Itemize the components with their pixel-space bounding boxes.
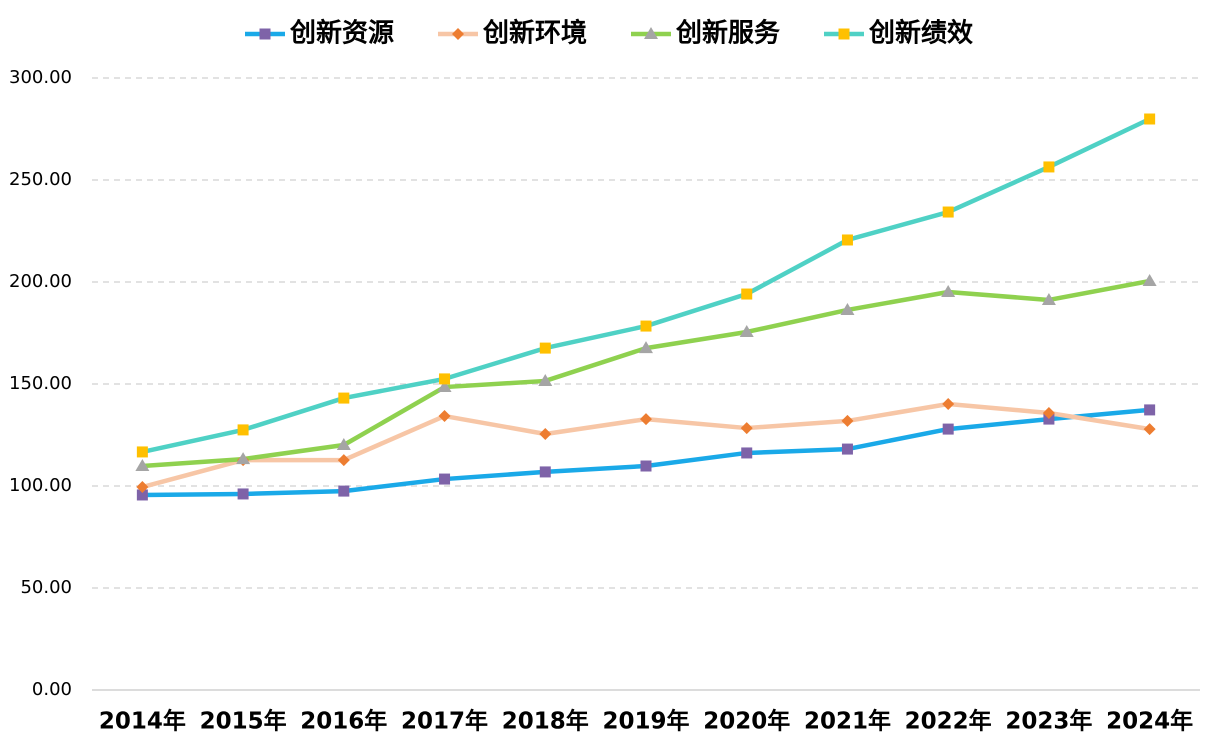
legend-label: 创新环境 bbox=[482, 18, 587, 49]
legend-marker bbox=[644, 27, 658, 39]
legend-marker bbox=[259, 28, 271, 40]
data-point bbox=[539, 466, 551, 478]
y-tick-label: 250.00 bbox=[9, 169, 72, 190]
data-point bbox=[135, 459, 150, 472]
data-point bbox=[1142, 273, 1157, 286]
data-point bbox=[337, 454, 350, 467]
data-point bbox=[740, 422, 753, 435]
data-point bbox=[136, 446, 148, 458]
data-point bbox=[841, 414, 854, 427]
data-point bbox=[640, 320, 652, 332]
legend-marker bbox=[838, 28, 850, 40]
x-tick-label: 2019年 bbox=[602, 708, 689, 735]
x-tick-label: 2022年 bbox=[905, 708, 992, 735]
legend-label: 创新服务 bbox=[675, 18, 780, 49]
legend-label: 创新资源 bbox=[289, 18, 394, 49]
data-point bbox=[942, 206, 954, 218]
y-tick-label: 0.00 bbox=[32, 679, 72, 700]
x-tick-label: 2018年 bbox=[502, 708, 589, 735]
data-point bbox=[539, 427, 552, 440]
data-point bbox=[136, 489, 148, 501]
series-line bbox=[141, 116, 1151, 455]
y-tick-label: 300.00 bbox=[9, 67, 72, 88]
data-point bbox=[1041, 292, 1056, 305]
data-point bbox=[840, 302, 855, 315]
data-point bbox=[640, 413, 652, 426]
data-point bbox=[741, 447, 753, 459]
data-point bbox=[336, 437, 351, 450]
data-point bbox=[439, 473, 451, 485]
data-point bbox=[438, 410, 451, 423]
data-point bbox=[1043, 413, 1055, 425]
y-tick-label: 50.00 bbox=[20, 577, 72, 598]
y-tick-label: 150.00 bbox=[9, 373, 72, 394]
data-point bbox=[338, 392, 350, 404]
data-point bbox=[1043, 161, 1055, 173]
data-point bbox=[237, 488, 249, 500]
data-point bbox=[1144, 404, 1156, 416]
data-point bbox=[741, 288, 753, 300]
x-tick-label: 2015年 bbox=[200, 708, 287, 735]
data-point bbox=[941, 284, 956, 297]
data-point bbox=[538, 373, 553, 386]
x-tick-label: 2021年 bbox=[804, 708, 891, 735]
data-point bbox=[739, 324, 754, 337]
data-point bbox=[1144, 113, 1156, 125]
y-tick-label: 100.00 bbox=[9, 475, 72, 496]
x-tick-label: 2016年 bbox=[300, 708, 387, 735]
data-point bbox=[640, 460, 652, 472]
data-point bbox=[439, 373, 451, 385]
x-tick-label: 2017年 bbox=[401, 708, 488, 735]
data-point bbox=[841, 443, 853, 455]
data-point bbox=[1042, 406, 1055, 419]
data-point bbox=[237, 424, 249, 436]
data-point bbox=[437, 380, 452, 393]
data-point bbox=[236, 452, 251, 465]
data-point bbox=[639, 341, 653, 354]
x-tick-label: 2024年 bbox=[1106, 708, 1193, 735]
data-point bbox=[539, 342, 551, 354]
data-point bbox=[1143, 423, 1156, 436]
data-point bbox=[942, 423, 954, 435]
data-point bbox=[338, 485, 350, 497]
data-point bbox=[942, 397, 955, 410]
x-tick-label: 2023年 bbox=[1005, 708, 1092, 735]
series-line bbox=[142, 278, 1151, 469]
y-tick-label: 200.00 bbox=[9, 271, 72, 292]
legend-label: 创新绩效 bbox=[868, 18, 973, 49]
x-tick-label: 2020年 bbox=[703, 708, 790, 735]
data-point bbox=[136, 481, 149, 494]
data-point bbox=[841, 234, 853, 246]
legend-marker bbox=[452, 28, 464, 40]
x-tick-label: 2014年 bbox=[99, 708, 186, 735]
